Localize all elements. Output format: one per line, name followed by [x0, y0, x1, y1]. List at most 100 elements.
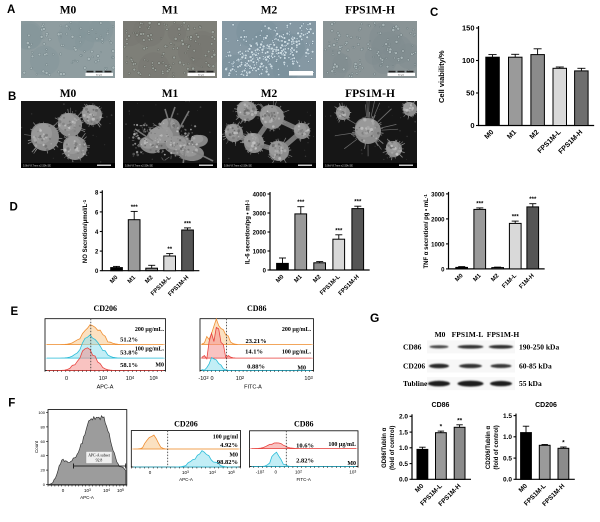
svg-text:FPS1M-H: FPS1M-H: [487, 330, 520, 339]
svg-text:51.2%: 51.2%: [120, 337, 138, 344]
svg-text:**: **: [167, 247, 172, 253]
svg-text:14.1%: 14.1%: [245, 349, 263, 356]
svg-text:F: F: [8, 398, 15, 410]
svg-text:20: 20: [41, 468, 46, 473]
svg-text:C: C: [430, 7, 438, 19]
svg-text:B: B: [8, 91, 16, 103]
svg-text:3000: 3000: [431, 192, 445, 198]
svg-text:0.0: 0.0: [399, 477, 408, 484]
svg-text:Cell viability/%: Cell viability/%: [437, 50, 446, 103]
svg-text:M2: M2: [261, 88, 278, 100]
svg-text:100 μg/mL: 100 μg/mL: [328, 442, 356, 448]
svg-text:M1: M1: [162, 88, 179, 100]
svg-text:60: 60: [41, 439, 46, 444]
svg-text:0.88%: 0.88%: [247, 364, 265, 371]
svg-text:0.5: 0.5: [399, 461, 408, 468]
svg-text:1000: 1000: [253, 249, 267, 255]
svg-text:190-250 kDa: 190-250 kDa: [519, 342, 559, 351]
svg-text:E: E: [11, 306, 19, 318]
svg-text:5.0kV 8.7mm x2.50k SE: 5.0kV 8.7mm x2.50k SE: [23, 164, 51, 168]
svg-text:***: ***: [184, 221, 192, 227]
svg-text:Count: Count: [34, 440, 39, 453]
svg-text:APC-A subset: APC-A subset: [88, 454, 111, 458]
svg-text:4000: 4000: [253, 192, 267, 198]
svg-text:CD86: CD86: [432, 402, 450, 409]
svg-text:2000: 2000: [431, 217, 445, 223]
svg-text:80: 80: [41, 424, 46, 429]
svg-text:200 μg/mL.: 200 μg/mL.: [135, 327, 165, 333]
svg-text:CD206: CD206: [174, 420, 198, 429]
svg-text:NO Secretion/μmol/L-1: NO Secretion/μmol/L-1: [82, 199, 89, 263]
svg-text:M0: M0: [155, 363, 164, 369]
svg-text:***: ***: [354, 200, 362, 206]
svg-text:50 μm: 50 μm: [198, 74, 204, 76]
svg-text:0.5: 0.5: [503, 455, 512, 462]
svg-text:0: 0: [65, 376, 68, 382]
svg-text:10.6%: 10.6%: [296, 443, 314, 450]
svg-text:(fold of control): (fold of control): [390, 426, 396, 470]
svg-text:***: ***: [131, 205, 139, 211]
svg-text:5.0kV 8.7mm x2.50k SE: 5.0kV 8.7mm x2.50k SE: [325, 164, 353, 168]
svg-text:APC-A: APC-A: [97, 385, 114, 391]
svg-text:3000: 3000: [253, 211, 267, 217]
svg-text:100: 100: [462, 56, 475, 65]
svg-text:50 μm: 50 μm: [96, 74, 102, 76]
svg-text:1000: 1000: [431, 242, 445, 248]
svg-text:IL-6 secretion/pg • ml-1: IL-6 secretion/pg • ml-1: [244, 199, 251, 264]
svg-text:92.8: 92.8: [96, 459, 103, 463]
svg-text:M0: M0: [347, 461, 356, 467]
svg-text:CD206: CD206: [535, 402, 557, 409]
svg-text:M1: M1: [162, 5, 179, 17]
svg-text:CD206: CD206: [93, 304, 117, 313]
svg-text:***: ***: [512, 215, 520, 221]
svg-text:40: 40: [41, 453, 46, 458]
svg-text:APC-A: APC-A: [80, 495, 94, 500]
svg-text:1.0: 1.0: [399, 445, 408, 452]
svg-text:FPS1M-L: FPS1M-L: [452, 330, 484, 339]
svg-text:**: **: [457, 417, 463, 424]
svg-text:***: ***: [297, 200, 305, 206]
svg-text:58.1%: 58.1%: [120, 362, 138, 369]
svg-text:M0: M0: [60, 88, 77, 100]
svg-text:23.21%: 23.21%: [245, 338, 266, 345]
svg-text:D: D: [10, 202, 18, 214]
svg-text:A: A: [7, 4, 15, 16]
svg-text:100 μg/ml: 100 μg/ml: [213, 435, 239, 441]
svg-text:TNF α secretion/ pg • mL-1: TNF α secretion/ pg • mL-1: [423, 194, 430, 269]
svg-text:100 μg/mL.: 100 μg/mL.: [282, 350, 312, 356]
svg-text:150: 150: [462, 23, 475, 32]
svg-text:CD86: CD86: [403, 342, 422, 351]
svg-text:200 μg/mL.: 200 μg/mL.: [282, 327, 312, 333]
svg-text:2.0: 2.0: [399, 414, 408, 421]
svg-text:M0: M0: [229, 453, 238, 459]
svg-text:50 μm: 50 μm: [398, 74, 404, 76]
svg-text:FPS1M-H: FPS1M-H: [345, 5, 395, 17]
svg-text:2000: 2000: [253, 230, 267, 236]
svg-text:***: ***: [529, 197, 537, 203]
svg-text:CD206: CD206: [403, 362, 425, 371]
svg-text:1.5: 1.5: [503, 413, 512, 420]
svg-text:M2: M2: [261, 5, 278, 17]
svg-text:CD86: CD86: [294, 420, 314, 429]
svg-text:M0: M0: [435, 330, 446, 339]
svg-text:100 μg/mL.: 100 μg/mL.: [135, 347, 165, 353]
svg-text:CD206/Tublin α: CD206/Tublin α: [486, 426, 492, 470]
svg-text:5.0kV 8.7mm x2.50k SE: 5.0kV 8.7mm x2.50k SE: [224, 164, 252, 168]
svg-text:G: G: [370, 311, 379, 325]
svg-text:50: 50: [466, 88, 474, 97]
svg-text:FITC-A: FITC-A: [296, 477, 311, 482]
svg-text:GD86/Tublin α: GD86/Tublin α: [382, 427, 388, 468]
svg-text:CD86: CD86: [247, 304, 267, 313]
svg-text:FPS1M-H: FPS1M-H: [345, 88, 395, 100]
svg-text:0: 0: [210, 376, 213, 382]
svg-text:2.82%: 2.82%: [296, 458, 314, 465]
svg-text:5.0kV 8.7mm x2.50k SE: 5.0kV 8.7mm x2.50k SE: [125, 164, 153, 168]
svg-text:98.82%: 98.82%: [217, 459, 238, 466]
svg-text:1.0: 1.0: [503, 434, 512, 441]
svg-text:55 kDa: 55 kDa: [519, 379, 542, 388]
svg-text:FITC-A: FITC-A: [244, 385, 262, 391]
svg-text:M0: M0: [60, 5, 77, 17]
svg-text:(fold of control): (fold of control): [494, 425, 500, 469]
svg-text:4.92%: 4.92%: [220, 442, 238, 449]
svg-text:60-85 kDa: 60-85 kDa: [519, 362, 552, 371]
